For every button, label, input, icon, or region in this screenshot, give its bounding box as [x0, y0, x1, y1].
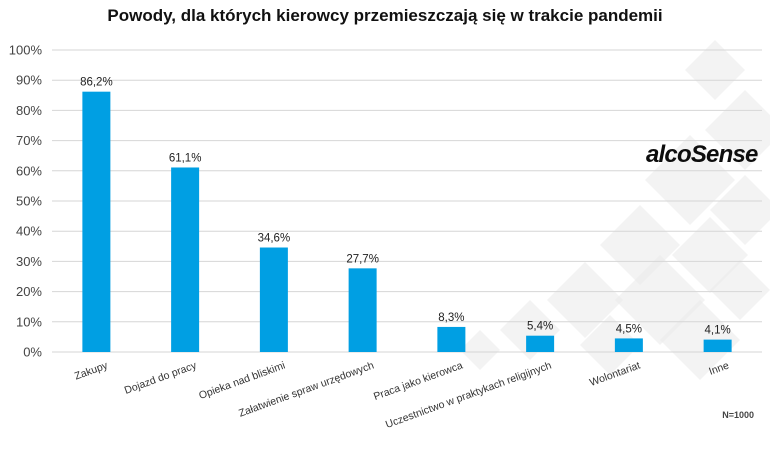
y-tick-label: 80% [16, 103, 42, 118]
data-label: 5,4% [527, 321, 553, 333]
y-tick-label: 10% [16, 314, 42, 329]
y-tick-label: 90% [16, 73, 42, 88]
y-tick-label: 20% [16, 284, 42, 299]
data-label: 4,5% [616, 323, 642, 335]
data-label: 8,3% [438, 312, 464, 324]
y-tick-label: 40% [16, 224, 42, 239]
x-axis-category-labels: Zakupy Dojazd do pracy Opieka nad bliskimi… [73, 359, 731, 431]
y-tick-label: 0% [23, 345, 42, 360]
decoration-diamond [685, 40, 745, 100]
data-label: 61,1% [169, 152, 202, 164]
category-label: Uczestnictwo w praktykach religijnych [384, 359, 553, 430]
brand-logo: alcoSense [646, 141, 758, 168]
bar [526, 335, 555, 352]
decoration-diamond [580, 315, 640, 375]
decoration-diamond [645, 135, 735, 225]
background-pattern [460, 40, 770, 380]
bar [348, 268, 377, 352]
bar [171, 167, 200, 352]
bars [82, 91, 732, 353]
gridlines [52, 49, 762, 353]
category-label: Zakupy [73, 359, 110, 382]
chart-title: Powody, dla których kierowcy przemieszcz… [107, 6, 663, 25]
decoration-diamond [660, 300, 740, 380]
y-tick-label: 50% [16, 194, 42, 209]
data-label: 86,2% [80, 77, 113, 89]
y-tick-label: 30% [16, 254, 42, 269]
y-tick-label: 100% [9, 43, 43, 58]
bar [614, 338, 643, 352]
data-label: 34,6% [258, 233, 291, 245]
y-tick-label: 70% [16, 133, 42, 148]
data-label: 4,1% [705, 325, 731, 337]
bar [82, 91, 111, 353]
decoration-diamond [460, 330, 500, 370]
y-tick-label: 60% [16, 163, 42, 178]
decoration-diamond [710, 175, 770, 245]
sample-size-note: N=1000 [722, 410, 754, 420]
data-labels: 86,2% 61,1% 34,6% 27,7% 8,3% 5,4% 4,5% 4,1% [80, 77, 731, 337]
decoration-diamond [710, 260, 770, 320]
bar [437, 326, 466, 352]
category-label: Dojazd do pracy [123, 359, 199, 396]
y-axis-tick-labels: 0% 10% 20% 30% 40% 50% 60% 70% 80% 90% 100% [9, 43, 43, 360]
data-label: 27,7% [346, 253, 379, 265]
decoration-diamond [547, 262, 623, 338]
bar [703, 339, 732, 352]
bar [259, 247, 288, 352]
